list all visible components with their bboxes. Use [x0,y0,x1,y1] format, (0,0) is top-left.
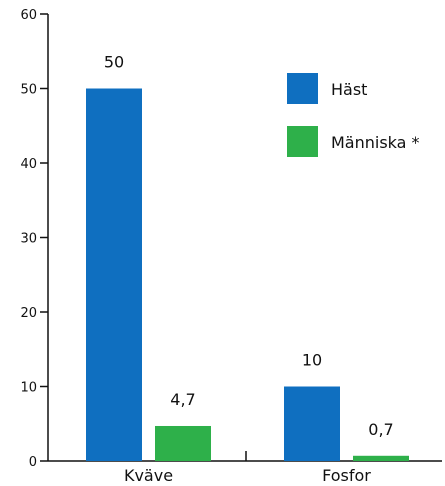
legend-label-manniska: Människa * [331,133,420,152]
y-tick-label: 50 [20,83,37,98]
data-label-0-0: 50 [104,53,124,72]
y-axis-ticks: 0 10 20 30 40 50 60 [20,8,48,470]
category-label-0: Kväve [124,466,173,485]
legend: Häst Människa * [287,73,420,157]
data-label-0-1: 4,7 [170,390,195,409]
legend-swatch-hast [287,73,318,104]
data-labels: 50 4,7 10 0,7 [104,53,394,439]
y-tick-label: 40 [20,157,37,172]
bar-0-1 [155,425,211,461]
y-tick-label: 60 [20,8,37,23]
bar-1-0 [284,386,340,461]
category-labels: Kväve Fosfor [124,466,371,485]
y-tick-label: 0 [29,455,37,470]
bar-1-1 [353,455,409,461]
data-label-1-0: 10 [302,351,322,370]
legend-swatch-manniska [287,126,318,157]
legend-label-hast: Häst [331,80,367,99]
category-label-1: Fosfor [322,466,371,485]
bar-0-0 [86,88,142,461]
y-tick-label: 20 [20,306,37,321]
data-label-1-1: 0,7 [368,420,393,439]
y-tick-label: 30 [20,232,37,247]
y-tick-label: 10 [20,381,37,396]
bars [86,88,409,461]
